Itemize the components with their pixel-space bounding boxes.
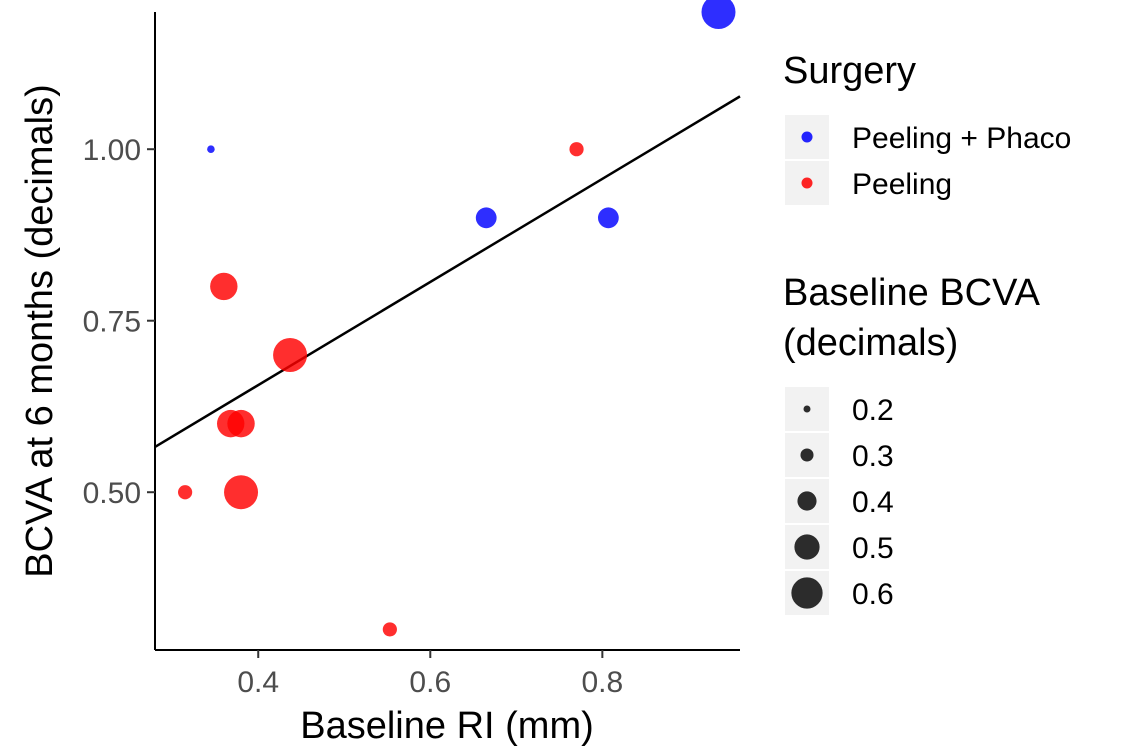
legend-size-label: 0.5 bbox=[852, 532, 894, 565]
legend-size-key bbox=[803, 405, 811, 413]
legend-size-title-line-2: (decimals) bbox=[783, 322, 958, 364]
data-point bbox=[210, 272, 238, 301]
data-point bbox=[475, 207, 497, 229]
x-tick-label: 0.4 bbox=[237, 666, 279, 699]
data-point bbox=[224, 475, 259, 510]
x-tick-label: 0.8 bbox=[581, 666, 623, 699]
legend-color-keys: Peeling + Phaco Peeling bbox=[785, 115, 1071, 205]
legend-size-title-line-1: Baseline BCVA bbox=[783, 272, 1041, 314]
trend-line bbox=[154, 95, 741, 449]
legend-size-key bbox=[794, 534, 820, 560]
data-point bbox=[227, 409, 255, 438]
data-point bbox=[273, 338, 308, 373]
legend-size-label: 0.3 bbox=[852, 440, 894, 473]
legend-size-key bbox=[797, 491, 817, 511]
legend-color-title: Surgery bbox=[783, 50, 916, 92]
data-point bbox=[178, 485, 193, 500]
data-point bbox=[382, 622, 397, 637]
legend-color-label: Peeling bbox=[852, 168, 952, 201]
legend-size-keys: 0.2 0.3 0.4 0.5 0.6 bbox=[785, 387, 894, 615]
plot-area bbox=[154, 0, 741, 637]
legend-color-label: Peeling + Phaco bbox=[852, 122, 1071, 155]
x-axis-title: Baseline RI (mm) bbox=[300, 705, 594, 747]
data-points bbox=[178, 0, 736, 637]
data-point bbox=[207, 145, 215, 154]
y-tick-label: 1.00 bbox=[83, 134, 141, 167]
axes: 0.4 0.6 0.8 0.50 0.75 1.00 bbox=[83, 12, 740, 699]
legend-size-label: 0.2 bbox=[852, 394, 894, 427]
legend-size-label: 0.4 bbox=[852, 486, 894, 519]
y-tick-label: 0.50 bbox=[83, 477, 141, 510]
y-ticks: 0.50 0.75 1.00 bbox=[83, 134, 155, 510]
y-axis-title: BCVA at 6 months (decimals) bbox=[19, 84, 61, 577]
data-point bbox=[701, 0, 736, 29]
x-ticks: 0.4 0.6 0.8 bbox=[237, 650, 623, 699]
data-point bbox=[597, 207, 619, 229]
legend-size-key bbox=[791, 577, 823, 609]
legend-color-key bbox=[801, 131, 813, 143]
legend-color-key bbox=[801, 177, 813, 189]
legend-size-key bbox=[800, 448, 814, 462]
x-tick-label: 0.6 bbox=[409, 666, 451, 699]
data-point bbox=[569, 142, 584, 157]
legend-size-label: 0.6 bbox=[852, 578, 894, 611]
y-tick-label: 0.75 bbox=[83, 306, 141, 339]
legend: Surgery Peeling + Phaco Peeling Baseline … bbox=[783, 50, 1071, 615]
